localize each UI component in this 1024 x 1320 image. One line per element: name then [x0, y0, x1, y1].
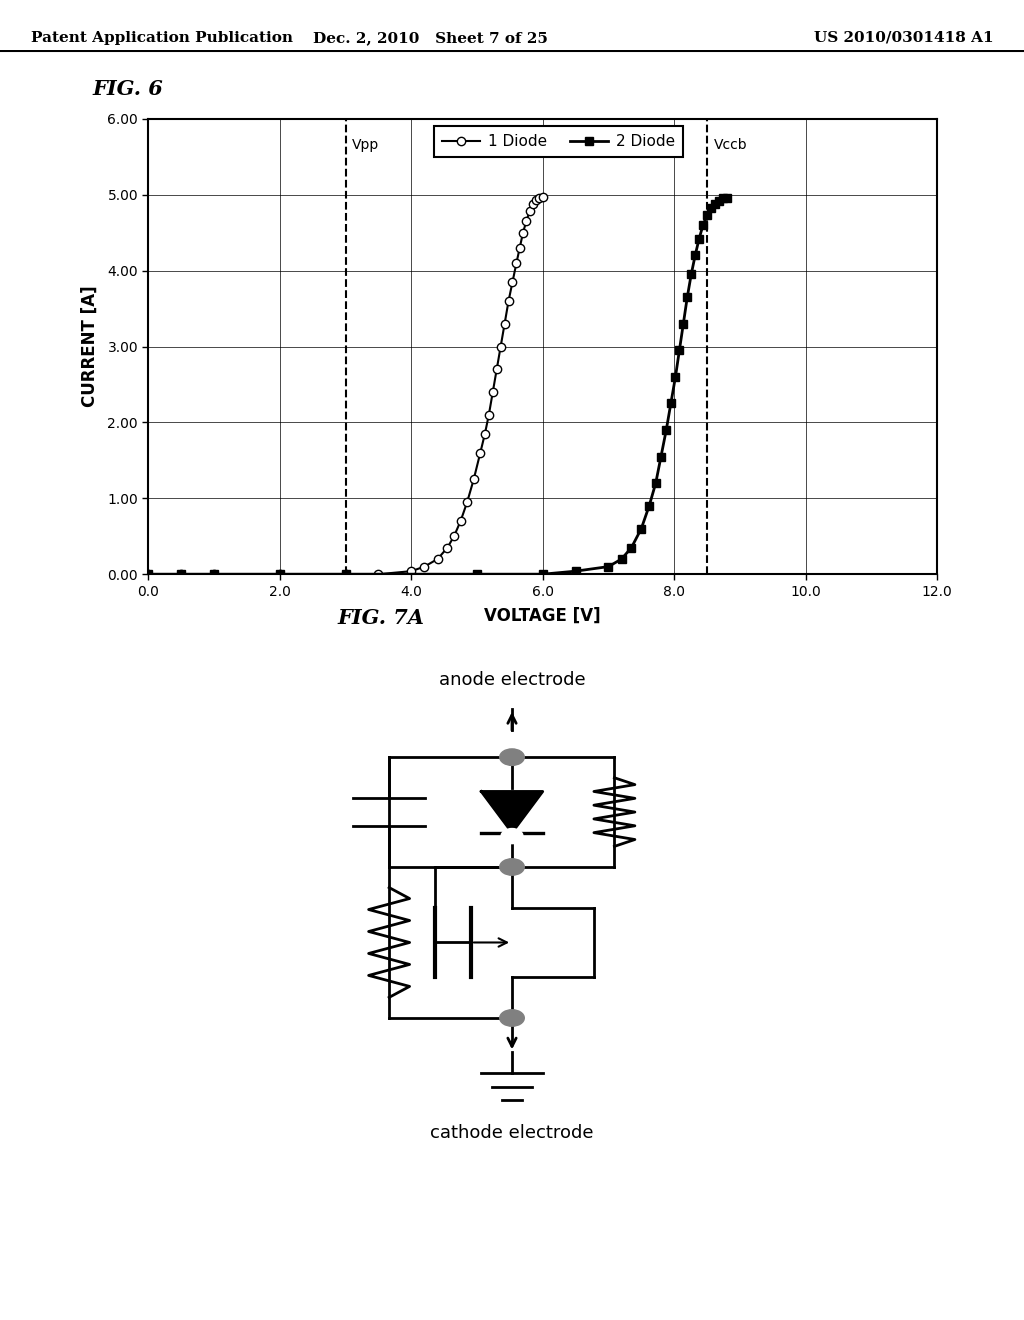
- Text: FIG. 7A: FIG. 7A: [338, 609, 425, 628]
- 2 Diode: [602, 558, 614, 574]
- 1 Diode: [406, 564, 418, 579]
- 2 Diode: [709, 195, 721, 211]
- Text: anode electrode: anode electrode: [438, 671, 586, 689]
- Text: Vpp: Vpp: [352, 137, 380, 152]
- 2 Diode: [471, 566, 483, 582]
- Circle shape: [500, 748, 524, 766]
- Circle shape: [500, 859, 524, 875]
- 2 Diode: [649, 475, 662, 491]
- 1 Diode: [142, 566, 155, 582]
- 1 Diode: [517, 224, 529, 240]
- 1 Diode: [208, 566, 220, 582]
- 1 Diode: [482, 407, 495, 422]
- Y-axis label: CURRENT [A]: CURRENT [A]: [81, 285, 99, 408]
- 2 Diode: [681, 289, 693, 305]
- 1 Diode: [455, 513, 467, 529]
- Polygon shape: [481, 792, 543, 833]
- 1 Diode: [175, 566, 187, 582]
- Text: FIG. 6: FIG. 6: [92, 79, 163, 99]
- 2 Diode: [626, 540, 638, 556]
- 2 Diode: [717, 190, 729, 206]
- 2 Diode: [670, 370, 682, 385]
- 1 Diode: [506, 275, 518, 290]
- 2 Diode: [721, 190, 733, 206]
- X-axis label: VOLTAGE [V]: VOLTAGE [V]: [484, 607, 601, 624]
- Line: 1 Diode: 1 Diode: [144, 193, 547, 578]
- Text: Patent Application Publication: Patent Application Publication: [31, 30, 293, 45]
- 2 Diode: [175, 566, 187, 582]
- 2 Diode: [635, 521, 647, 537]
- 1 Diode: [514, 240, 526, 256]
- Text: US 2010/0301418 A1: US 2010/0301418 A1: [814, 30, 993, 45]
- 2 Diode: [713, 193, 725, 209]
- Text: Vccb: Vccb: [714, 137, 748, 152]
- 1 Diode: [461, 494, 473, 510]
- 2 Diode: [273, 566, 286, 582]
- 2 Diode: [665, 396, 677, 412]
- 1 Diode: [479, 426, 492, 442]
- 1 Diode: [474, 445, 486, 461]
- 2 Diode: [677, 315, 689, 331]
- 2 Diode: [660, 422, 673, 438]
- 2 Diode: [655, 449, 668, 465]
- 2 Diode: [643, 498, 655, 513]
- 1 Diode: [441, 540, 454, 556]
- 1 Diode: [468, 471, 480, 487]
- 1 Diode: [510, 255, 522, 271]
- 1 Diode: [534, 190, 546, 206]
- Legend: 1 Diode, 2 Diode: 1 Diode, 2 Diode: [434, 127, 683, 157]
- 2 Diode: [537, 566, 549, 582]
- 2 Diode: [340, 566, 352, 582]
- 2 Diode: [693, 231, 706, 247]
- 2 Diode: [615, 552, 628, 568]
- Circle shape: [502, 829, 522, 843]
- 1 Diode: [530, 193, 543, 209]
- 2 Diode: [705, 201, 717, 216]
- 2 Diode: [142, 566, 155, 582]
- 1 Diode: [526, 195, 539, 211]
- Circle shape: [500, 1010, 524, 1026]
- 1 Diode: [495, 339, 507, 355]
- 1 Diode: [486, 384, 499, 400]
- 1 Diode: [537, 189, 549, 205]
- 1 Diode: [373, 566, 385, 582]
- Line: 2 Diode: 2 Diode: [144, 194, 731, 578]
- 1 Diode: [340, 566, 352, 582]
- 1 Diode: [490, 362, 503, 378]
- 1 Diode: [447, 528, 460, 544]
- 2 Diode: [208, 566, 220, 582]
- 2 Diode: [569, 564, 582, 579]
- 1 Diode: [499, 315, 511, 331]
- 1 Diode: [273, 566, 286, 582]
- Text: Dec. 2, 2010   Sheet 7 of 25: Dec. 2, 2010 Sheet 7 of 25: [312, 30, 548, 45]
- 1 Diode: [418, 558, 430, 574]
- 1 Diode: [503, 293, 515, 309]
- Text: cathode electrode: cathode electrode: [430, 1123, 594, 1142]
- 2 Diode: [689, 248, 701, 264]
- 2 Diode: [697, 218, 710, 234]
- 2 Diode: [673, 342, 685, 358]
- 2 Diode: [685, 267, 697, 282]
- 1 Diode: [520, 214, 532, 230]
- 1 Diode: [431, 552, 443, 568]
- 1 Diode: [523, 203, 536, 219]
- 2 Diode: [700, 207, 713, 223]
